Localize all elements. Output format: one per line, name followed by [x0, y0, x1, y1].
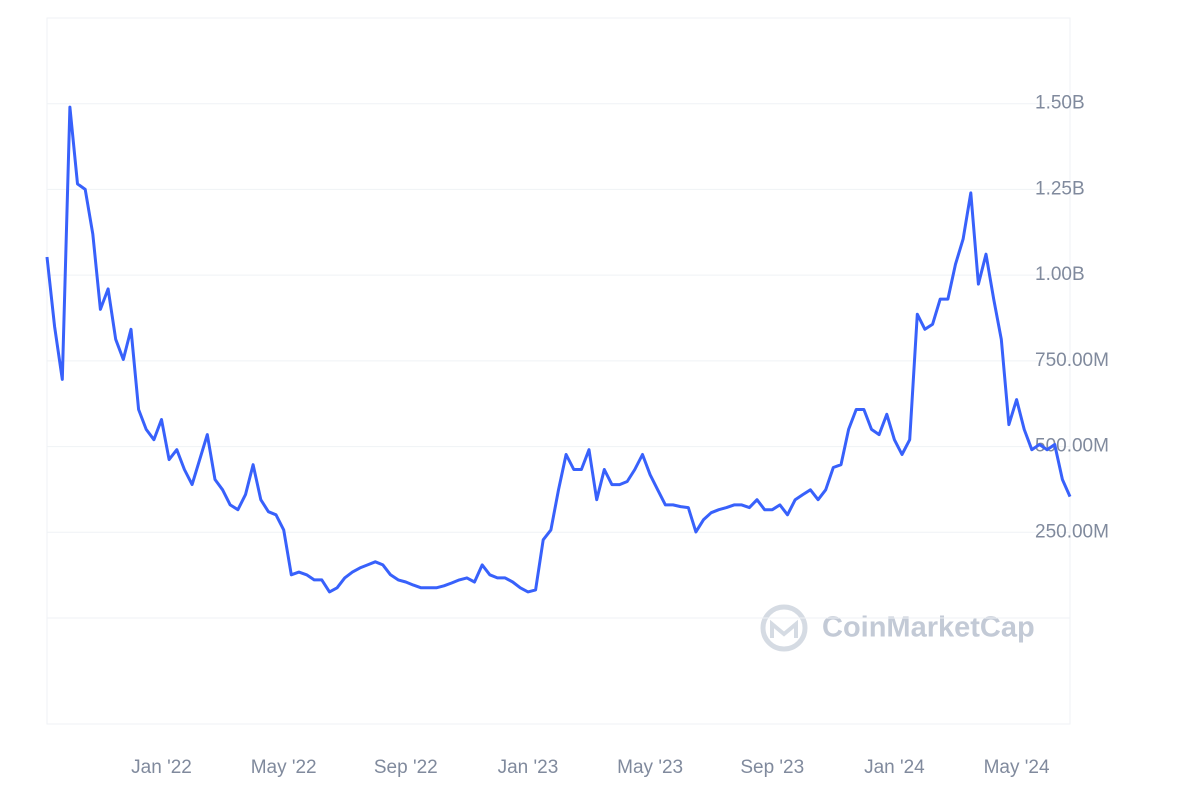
x-tick-label: May '23: [617, 757, 683, 778]
x-tick-label: Jan '24: [864, 757, 925, 778]
y-tick-label: 1.50B: [1035, 93, 1085, 114]
y-tick-label: 1.00B: [1035, 264, 1085, 285]
watermark: CoinMarketCap: [822, 612, 1035, 644]
x-tick-label: Jan '22: [131, 757, 192, 778]
x-tick-label: May '24: [984, 757, 1050, 778]
plot-frame: [46, 17, 1071, 725]
x-tick-label: Jan '23: [498, 757, 559, 778]
y-tick-label: 1.25B: [1035, 178, 1085, 199]
x-tick-label: Sep '22: [374, 757, 438, 778]
x-tick-label: Sep '23: [740, 757, 804, 778]
y-tick-label: 750.00M: [1035, 350, 1109, 371]
watermark-logo: [760, 604, 808, 652]
price-line: [45, 105, 1072, 594]
x-tick-label: May '22: [251, 757, 317, 778]
y-tick-label: 500.00M: [1035, 436, 1109, 457]
y-tick-label: 250.00M: [1035, 521, 1109, 542]
